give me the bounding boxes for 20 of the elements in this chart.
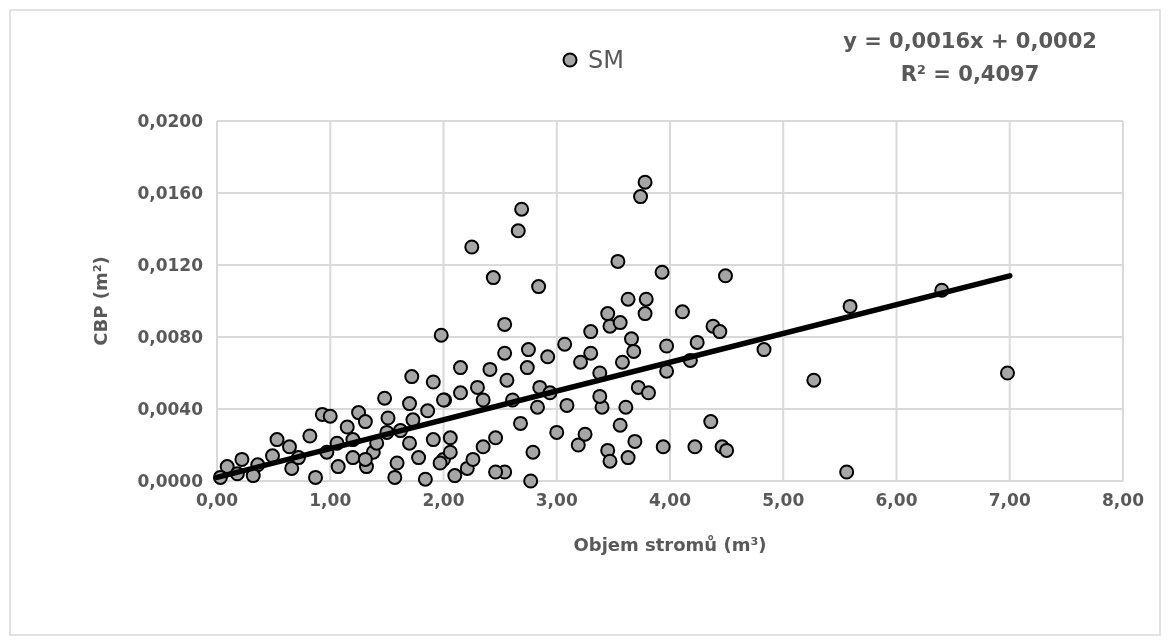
y-tick-label: 0,0040 <box>137 398 204 419</box>
x-tick-label: 4,00 <box>649 490 692 510</box>
x-tick-label: 5,00 <box>762 490 805 510</box>
text: y = 0,0016x + 0,0002 <box>843 29 1097 53</box>
x-tick-label: 2,00 <box>422 490 465 510</box>
x-axis-title: Objem stromů (m³) <box>573 534 767 555</box>
y-tick-label: 0,0200 <box>137 110 204 131</box>
x-tick-label: 0,00 <box>196 490 239 510</box>
y-tick-label: 0,0120 <box>137 254 204 275</box>
x-tick-label: 6,00 <box>875 490 918 510</box>
x-tick-label: 1,00 <box>309 490 352 510</box>
x-tick-label: 8,00 <box>1102 490 1145 510</box>
x-tick-label: 3,00 <box>535 490 578 510</box>
y-tick-label: 0,0080 <box>137 326 204 347</box>
y-tick-label: 0,0160 <box>137 182 204 203</box>
x-tick-label: 7,00 <box>988 490 1031 510</box>
legend-label: SM <box>588 46 624 75</box>
y-tick-label: 0,0000 <box>137 470 204 491</box>
y-axis-title: CBP (m²) <box>90 256 111 346</box>
text: R² = 0,4097 <box>900 62 1040 86</box>
